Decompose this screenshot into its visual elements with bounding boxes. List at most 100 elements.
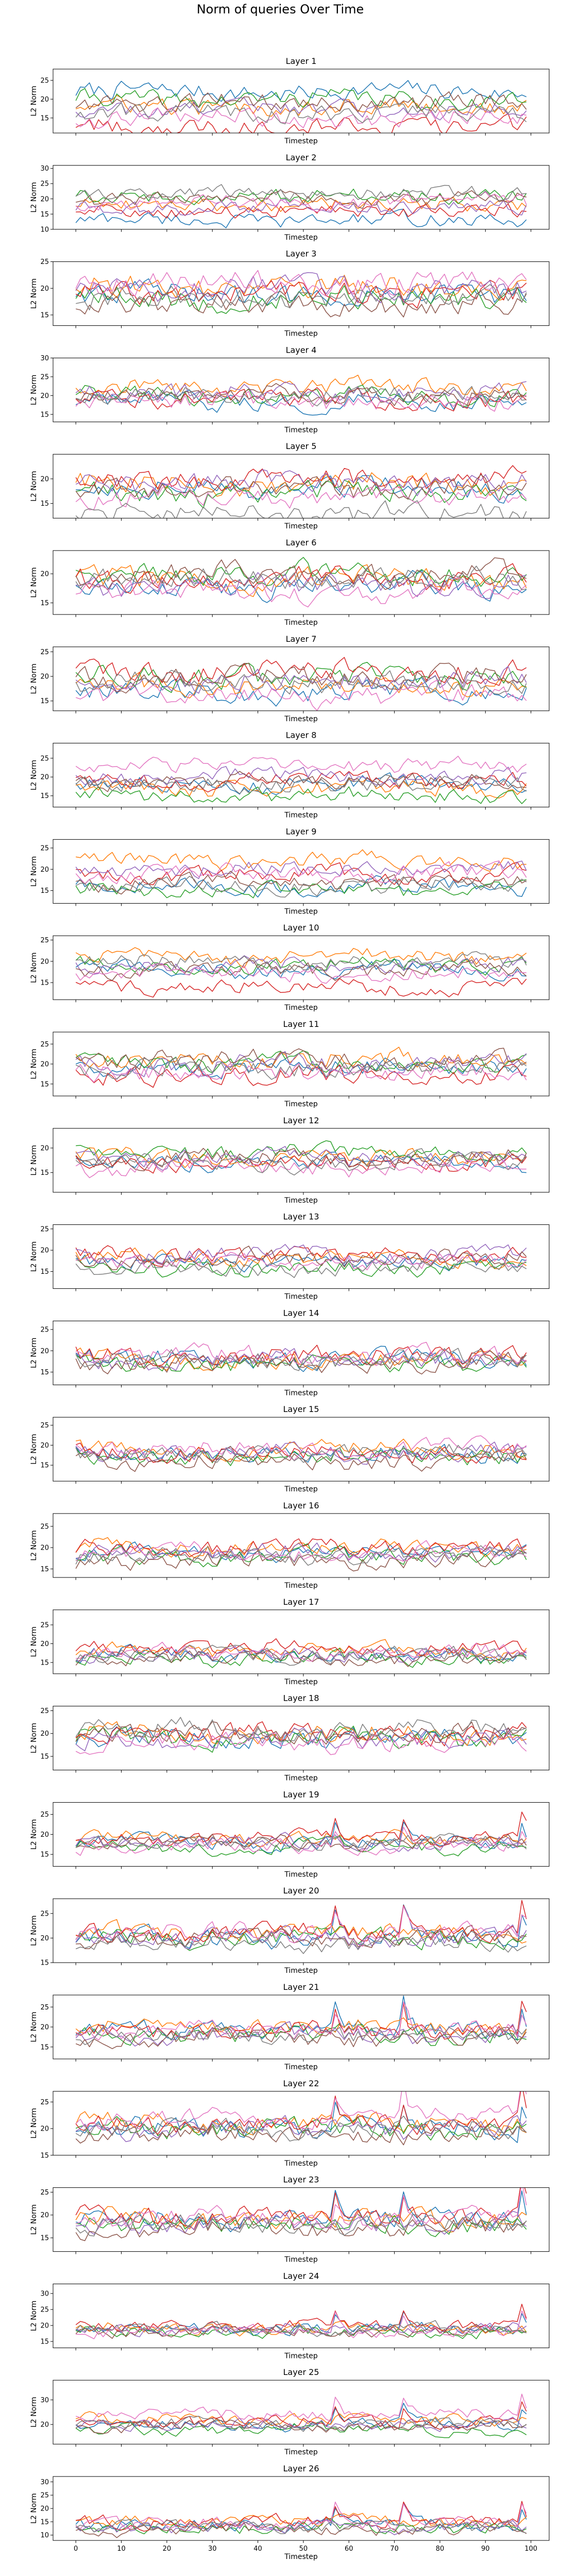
y-tick-label: 25 (40, 1422, 49, 1430)
x-axis-label: Timestep (284, 1293, 318, 1301)
series-line-6 (75, 1649, 527, 1667)
y-tick-label: 10 (40, 2532, 49, 2539)
y-axis-label: L2 Norm (30, 1241, 38, 1272)
series-line-5 (75, 97, 527, 121)
y-tick-label: 25 (40, 2306, 49, 2314)
series-line-2 (75, 2017, 527, 2039)
y-tick-label: 25 (40, 77, 49, 85)
y-axis-label: L2 Norm (30, 2493, 38, 2523)
series-line-8 (75, 2518, 527, 2534)
y-tick-label: 25 (40, 755, 49, 762)
series-line-8 (75, 1148, 527, 1176)
x-tick-label: 70 (390, 2545, 399, 2553)
series-line-7 (75, 1435, 527, 1461)
series-line-8 (75, 1444, 527, 1463)
y-tick-label: 15 (40, 1659, 49, 1667)
series-line-8 (75, 1257, 527, 1278)
panel-15: Layer 15 15 20 25 Timestep L2 Norm (30, 1404, 550, 1493)
series-line-6 (75, 2323, 527, 2339)
series-line-1 (75, 677, 527, 707)
axes-frame (53, 1706, 550, 1771)
panel-title: Layer 26 (283, 2464, 319, 2473)
panel-title: Layer 25 (283, 2367, 319, 2377)
series-line-6 (75, 1450, 527, 1472)
series-group (75, 2394, 527, 2438)
y-axis-label: L2 Norm (30, 760, 38, 790)
y-tick-label: 15 (40, 1753, 49, 1761)
series-line-3 (75, 1050, 527, 1074)
series-group (75, 1243, 527, 1278)
y-tick-label: 30 (40, 2290, 49, 2298)
series-group (75, 2091, 527, 2146)
panel-8: Layer 8 15 20 25 Timestep L2 Norm (30, 730, 550, 820)
y-axis-label: L2 Norm (30, 567, 38, 597)
y-axis-label: L2 Norm (30, 86, 38, 116)
y-axis-label: L2 Norm (30, 1819, 38, 1850)
y-tick-label: 25 (40, 1326, 49, 1334)
series-line-1 (75, 208, 527, 228)
series-line-2 (75, 2411, 527, 2427)
y-tick-label: 15 (40, 1851, 49, 1859)
panel-title: Layer 11 (283, 1019, 319, 1029)
series-line-5 (75, 381, 526, 405)
panel-20: Layer 20 15 20 25 Timestep L2 Norm (30, 1886, 550, 1975)
panel-6: Layer 6 15 20 Timestep L2 Norm (30, 538, 550, 627)
series-line-4 (76, 203, 526, 219)
series-line-2 (76, 778, 527, 799)
y-tick-label: 20 (40, 2322, 49, 2330)
y-tick-label: 25 (40, 258, 49, 266)
series-group (75, 849, 527, 899)
axes-frame (53, 550, 550, 615)
panel-17: Layer 17 15 20 25 Timestep L2 Norm (30, 1597, 550, 1686)
axes-frame (53, 935, 550, 1000)
series-line-2 (75, 374, 527, 397)
axes-frame (53, 743, 550, 808)
series-line-4 (75, 1442, 526, 1464)
y-tick-label: 15 (40, 600, 49, 607)
y-tick-label: 25 (40, 180, 49, 188)
series-group (75, 1717, 527, 1755)
series-group (75, 1140, 527, 1178)
series-line-6 (75, 662, 527, 694)
series-line-6 (75, 557, 527, 591)
y-tick-label: 25 (40, 2004, 49, 2012)
y-tick-label: 20 (40, 958, 49, 966)
y-tick-label: 15 (40, 979, 49, 987)
series-group (75, 270, 527, 318)
panel-11: Layer 11 15 20 25 Timestep L2 Norm (30, 1019, 550, 1108)
series-group (75, 1638, 527, 1668)
x-axis-label: Timestep (284, 2256, 318, 2264)
y-axis-label: L2 Norm (30, 278, 38, 309)
panel-14: Layer 14 15 20 25 Timestep L2 Norm (30, 1308, 550, 1397)
x-axis-label: Timestep (284, 330, 318, 338)
y-tick-label: 25 (40, 649, 49, 656)
series-line-6 (76, 871, 527, 895)
series-group (75, 1900, 527, 1954)
panel-title: Layer 1 (286, 56, 317, 66)
y-tick-label: 25 (40, 1523, 49, 1531)
x-axis-label: Timestep (284, 907, 318, 916)
y-tick-label: 15 (40, 2235, 49, 2242)
y-tick-label: 20 (40, 475, 49, 483)
panel-18: Layer 18 15 20 25 Timestep L2 Norm (30, 1693, 550, 1783)
series-group (75, 947, 527, 998)
series-group (75, 2303, 527, 2339)
y-tick-label: 20 (40, 774, 49, 782)
series-line-7 (75, 107, 526, 129)
y-tick-label: 20 (40, 2421, 49, 2429)
series-line-4 (76, 1811, 527, 1848)
series-line-7 (75, 1732, 527, 1755)
series-line-7 (75, 391, 527, 412)
series-line-6 (75, 1350, 527, 1375)
series-line-6 (75, 1721, 526, 1745)
series-line-4 (76, 1900, 527, 1943)
series-line-8 (75, 2115, 527, 2142)
y-tick-label: 15 (40, 887, 49, 895)
series-line-3 (76, 2213, 527, 2237)
y-tick-label: 25 (40, 1225, 49, 1233)
series-line-1 (75, 278, 527, 307)
y-axis-label: L2 Norm (30, 1049, 38, 1079)
series-line-4 (76, 861, 527, 886)
series-line-7 (75, 1156, 526, 1178)
